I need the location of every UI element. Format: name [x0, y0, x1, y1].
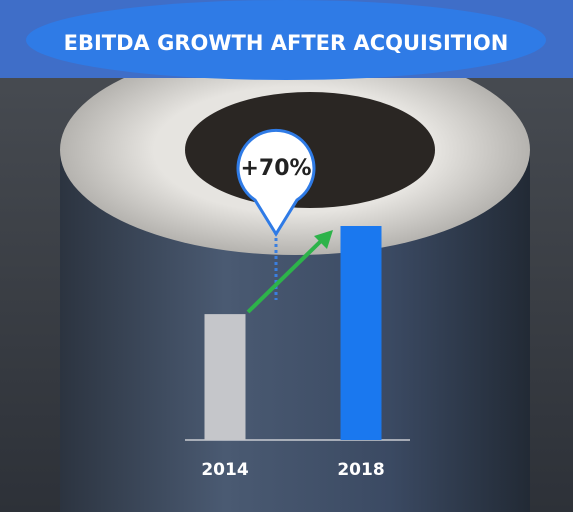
growth-annotation: +70% [240, 156, 311, 181]
title-glow [26, 0, 546, 80]
growth-arrow [246, 238, 324, 314]
x-tick-label: 2014 [201, 460, 248, 480]
callout-pin [236, 128, 316, 237]
bar [204, 314, 246, 440]
chart-title: EBITDA GROWTH AFTER ACQUISITION [64, 31, 509, 55]
x-tick-label: 2018 [337, 460, 384, 480]
bar [340, 226, 382, 440]
growth-arrowhead [314, 230, 333, 249]
